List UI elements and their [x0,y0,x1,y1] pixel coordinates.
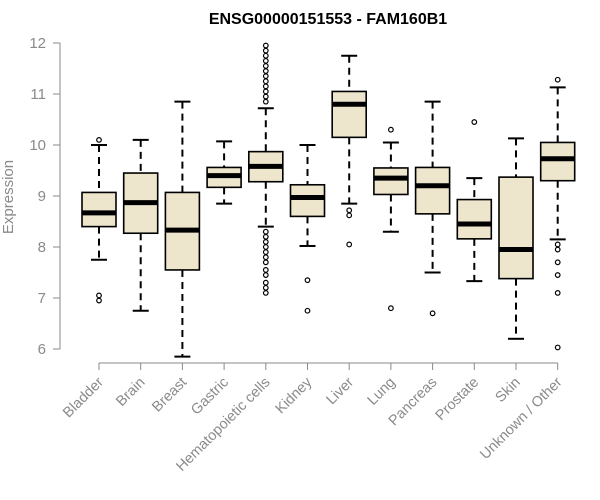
outlier-point [346,212,353,219]
box-unknown-other [539,141,576,182]
outlier-point [262,254,269,261]
box-group-gastric [206,140,242,205]
category-label-brain: Brain [113,375,148,410]
y-tick-label: 12 [29,35,46,52]
outlier-point [262,73,269,80]
y-tick-label: 8 [38,239,46,256]
category-label-breast: Breast [149,375,190,416]
outlier-point [262,98,269,105]
outlier-point [262,88,269,95]
box-group-bladder [81,136,117,304]
outlier-point [262,284,269,291]
outlier-point [262,63,269,69]
y-tick-label: 11 [30,86,46,103]
y-tick-label: 7 [38,290,46,307]
box-skin [498,176,534,280]
box-group-kidney [289,144,326,314]
outlier-point [262,83,269,90]
box-prostate [456,198,493,240]
outlier-point [554,290,561,296]
outlier-point [304,277,311,284]
box-group-unknown-other [539,76,576,351]
box-series [81,42,576,358]
box-group-hematopoietic-cells [248,42,284,296]
category-label-liver: Liver [323,374,357,408]
outlier-point [304,307,311,314]
outlier-point [262,47,269,54]
box-group-liver [331,54,368,248]
outlier-point [554,344,561,351]
box-group-pancreas [414,100,451,317]
outlier-point [388,305,394,312]
box-group-breast [164,100,201,358]
outlier-point [96,136,102,143]
outlier-point [262,233,269,240]
outlier-point [262,238,269,245]
outlier-point [554,246,561,253]
outlier-point [96,297,102,304]
y-tick-label: 9 [38,188,46,205]
outlier-point [262,272,269,278]
outlier-point [262,259,269,266]
y-axis-label: Expression [0,160,17,234]
outlier-point [346,241,353,248]
outlier-point [554,241,561,248]
category-label-prostate: Prostate [433,375,482,424]
outlier-point [262,52,269,59]
box-kidney [289,183,326,218]
category-label-bladder: Bladder [60,374,107,421]
x-axis [98,362,559,370]
box-pancreas [414,166,451,215]
category-label-lung: Lung [365,375,399,409]
outlier-point [262,249,269,256]
category-label-skin: Skin [493,375,524,406]
outlier-point [554,259,561,266]
box-group-brain [122,138,159,312]
y-axis: 6 7 8 9 10 11 12 [29,35,61,358]
box-group-lung [373,126,409,312]
outlier-point [262,279,269,286]
outlier-point [346,207,353,214]
outlier-point [96,292,102,299]
outlier-point [262,42,269,49]
outlier-point [262,267,269,273]
outlier-point [262,290,269,296]
outlier-point [262,244,269,250]
outlier-point [262,57,269,64]
outlier-point [471,119,478,125]
chart-title: ENSG00000151553 - FAM160B1 [209,11,447,28]
outlier-point [554,76,561,83]
box-group-prostate [456,119,493,283]
outlier-point [262,68,269,74]
category-label-kidney: Kidney [273,374,316,417]
outlier-point [262,228,269,235]
box-lung [373,167,409,196]
outlier-point [262,93,269,100]
outlier-point [388,126,394,133]
outlier-point [554,272,561,278]
box-liver [331,90,368,139]
box-bladder [81,191,117,228]
outlier-point [262,78,269,85]
outlier-point [429,310,436,317]
box-group-skin [498,137,534,340]
y-tick-label: 10 [29,137,46,154]
y-tick-label: 6 [38,341,46,358]
